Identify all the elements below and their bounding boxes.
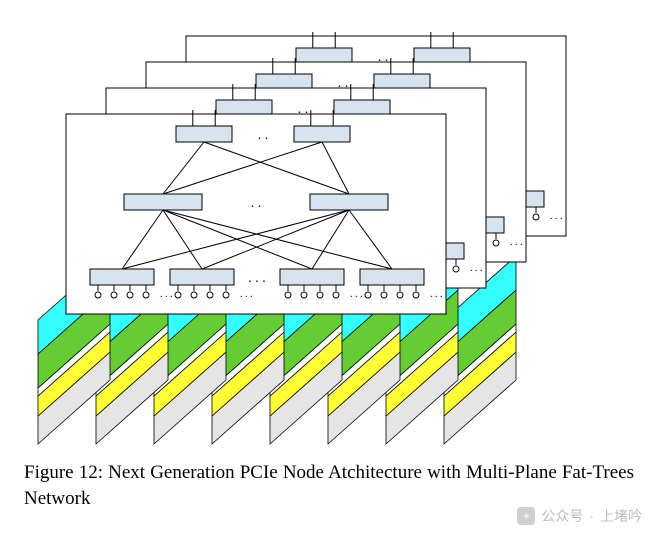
svg-text:. .: . .	[258, 128, 269, 143]
svg-text:. . .: . . .	[248, 271, 266, 286]
svg-text:. . .: . . .	[430, 289, 443, 300]
caption-text: Next Generation PCIe Node Atchitecture w…	[24, 462, 634, 509]
svg-text:. . .: . . .	[550, 211, 563, 222]
caption-prefix: Figure 12:	[24, 462, 103, 483]
svg-text:. .: . .	[251, 196, 262, 211]
watermark-name: 上堵吟	[600, 506, 642, 526]
watermark: ✦ 公众号 · 上堵吟	[517, 506, 642, 526]
svg-text:. . .: . . .	[240, 289, 253, 300]
svg-text:. . .: . . .	[470, 263, 483, 274]
svg-text:. . .: . . .	[510, 237, 523, 248]
figure-caption: Figure 12: Next Generation PCIe Node Atc…	[24, 460, 634, 511]
diagram-svg: . .. .. . .. . .. . .. . .. . .. .. .. .…	[0, 0, 660, 536]
figure-canvas: . .. .. . .. . .. . .. . .. . .. .. .. .…	[0, 0, 660, 536]
watermark-sep: ·	[589, 508, 594, 524]
svg-text:. . .: . . .	[350, 289, 363, 300]
watermark-label: 公众号	[541, 506, 583, 526]
wechat-icon: ✦	[517, 507, 535, 525]
svg-text:. . .: . . .	[160, 289, 173, 300]
